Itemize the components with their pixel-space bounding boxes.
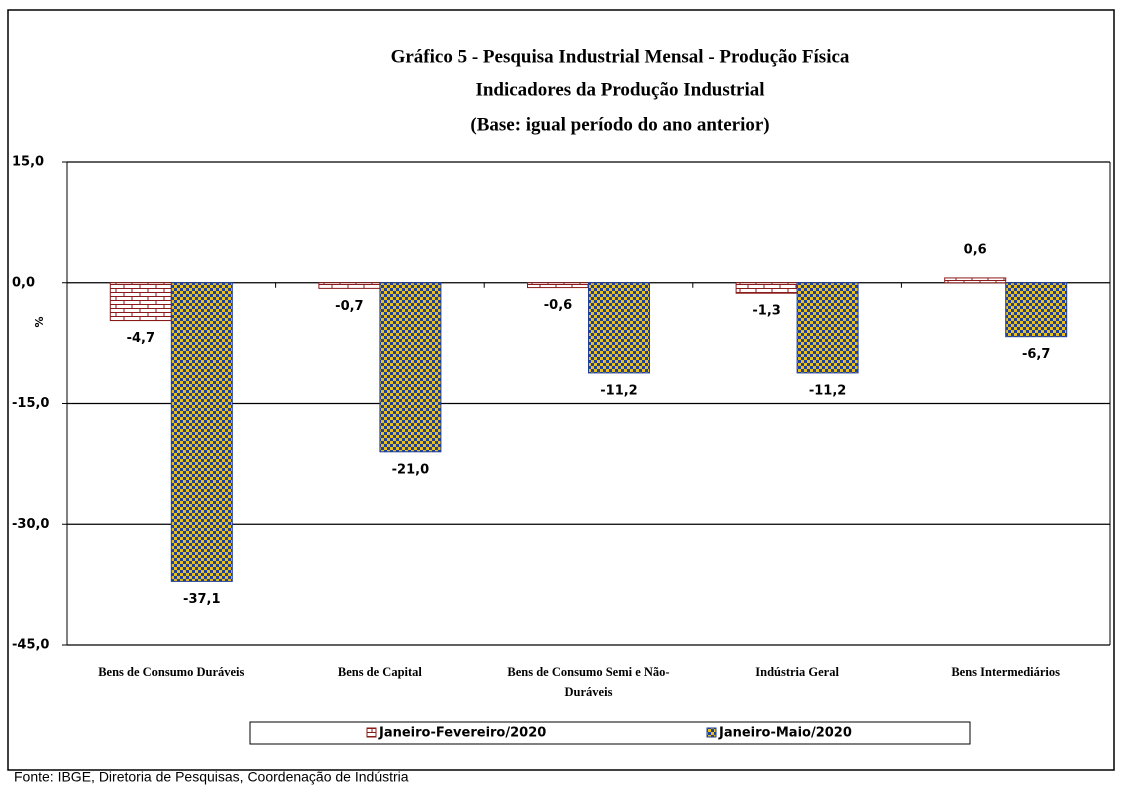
bar [735,282,798,294]
y-tick-label: 0,0 [12,275,35,290]
legend-swatch [366,727,377,738]
chart-subtitle: (Base: igual período do ano anterior) [470,114,769,135]
data-label: -1,3 [752,304,780,319]
x-tick-label: Bens Intermediários [951,665,1061,679]
bar [944,277,1007,284]
data-label: -37,1 [183,592,220,607]
y-tick-label: 15,0 [12,155,44,170]
legend-label: Janeiro-Maio/2020 [718,726,852,741]
data-label: -6,7 [1022,347,1050,362]
legend-label: Janeiro-Fevereiro/2020 [378,726,546,741]
bar [796,282,859,374]
bar [379,282,442,453]
bar [588,282,650,374]
source-note: Fonte: IBGE, Diretoria de Pesquisas, Coo… [14,769,409,785]
x-tick-label: Bens de Capital [337,665,422,679]
data-label: -0,7 [335,299,363,314]
bar [318,282,381,289]
legend-swatch [706,727,717,738]
x-tick-label: Bens de Consumo Semi e Não-Duráveis [507,665,670,699]
bar [527,282,589,289]
bar [109,282,172,322]
data-label: -11,2 [809,383,846,398]
bar [170,282,233,582]
data-label: -11,2 [600,383,637,398]
legend-box [249,721,971,745]
data-label: -0,6 [544,298,572,313]
bar [1005,282,1068,338]
y-axis-label: % [33,316,46,327]
data-label: 0,6 [964,242,987,257]
data-label: -21,0 [392,462,429,477]
y-tick-label: -15,0 [12,396,49,411]
x-tick-label: Indústria Geral [755,665,839,679]
chart-border [7,9,1115,771]
x-tick-label: Bens de Consumo Duráveis [98,665,245,679]
chart-subtitle: Indicadores da Produção Industrial [475,79,764,100]
y-tick-label: -30,0 [12,517,49,532]
y-tick-label: -45,0 [12,638,49,653]
data-label: -4,7 [127,331,155,346]
chart-title: Gráfico 5 - Pesquisa Industrial Mensal -… [391,46,850,67]
